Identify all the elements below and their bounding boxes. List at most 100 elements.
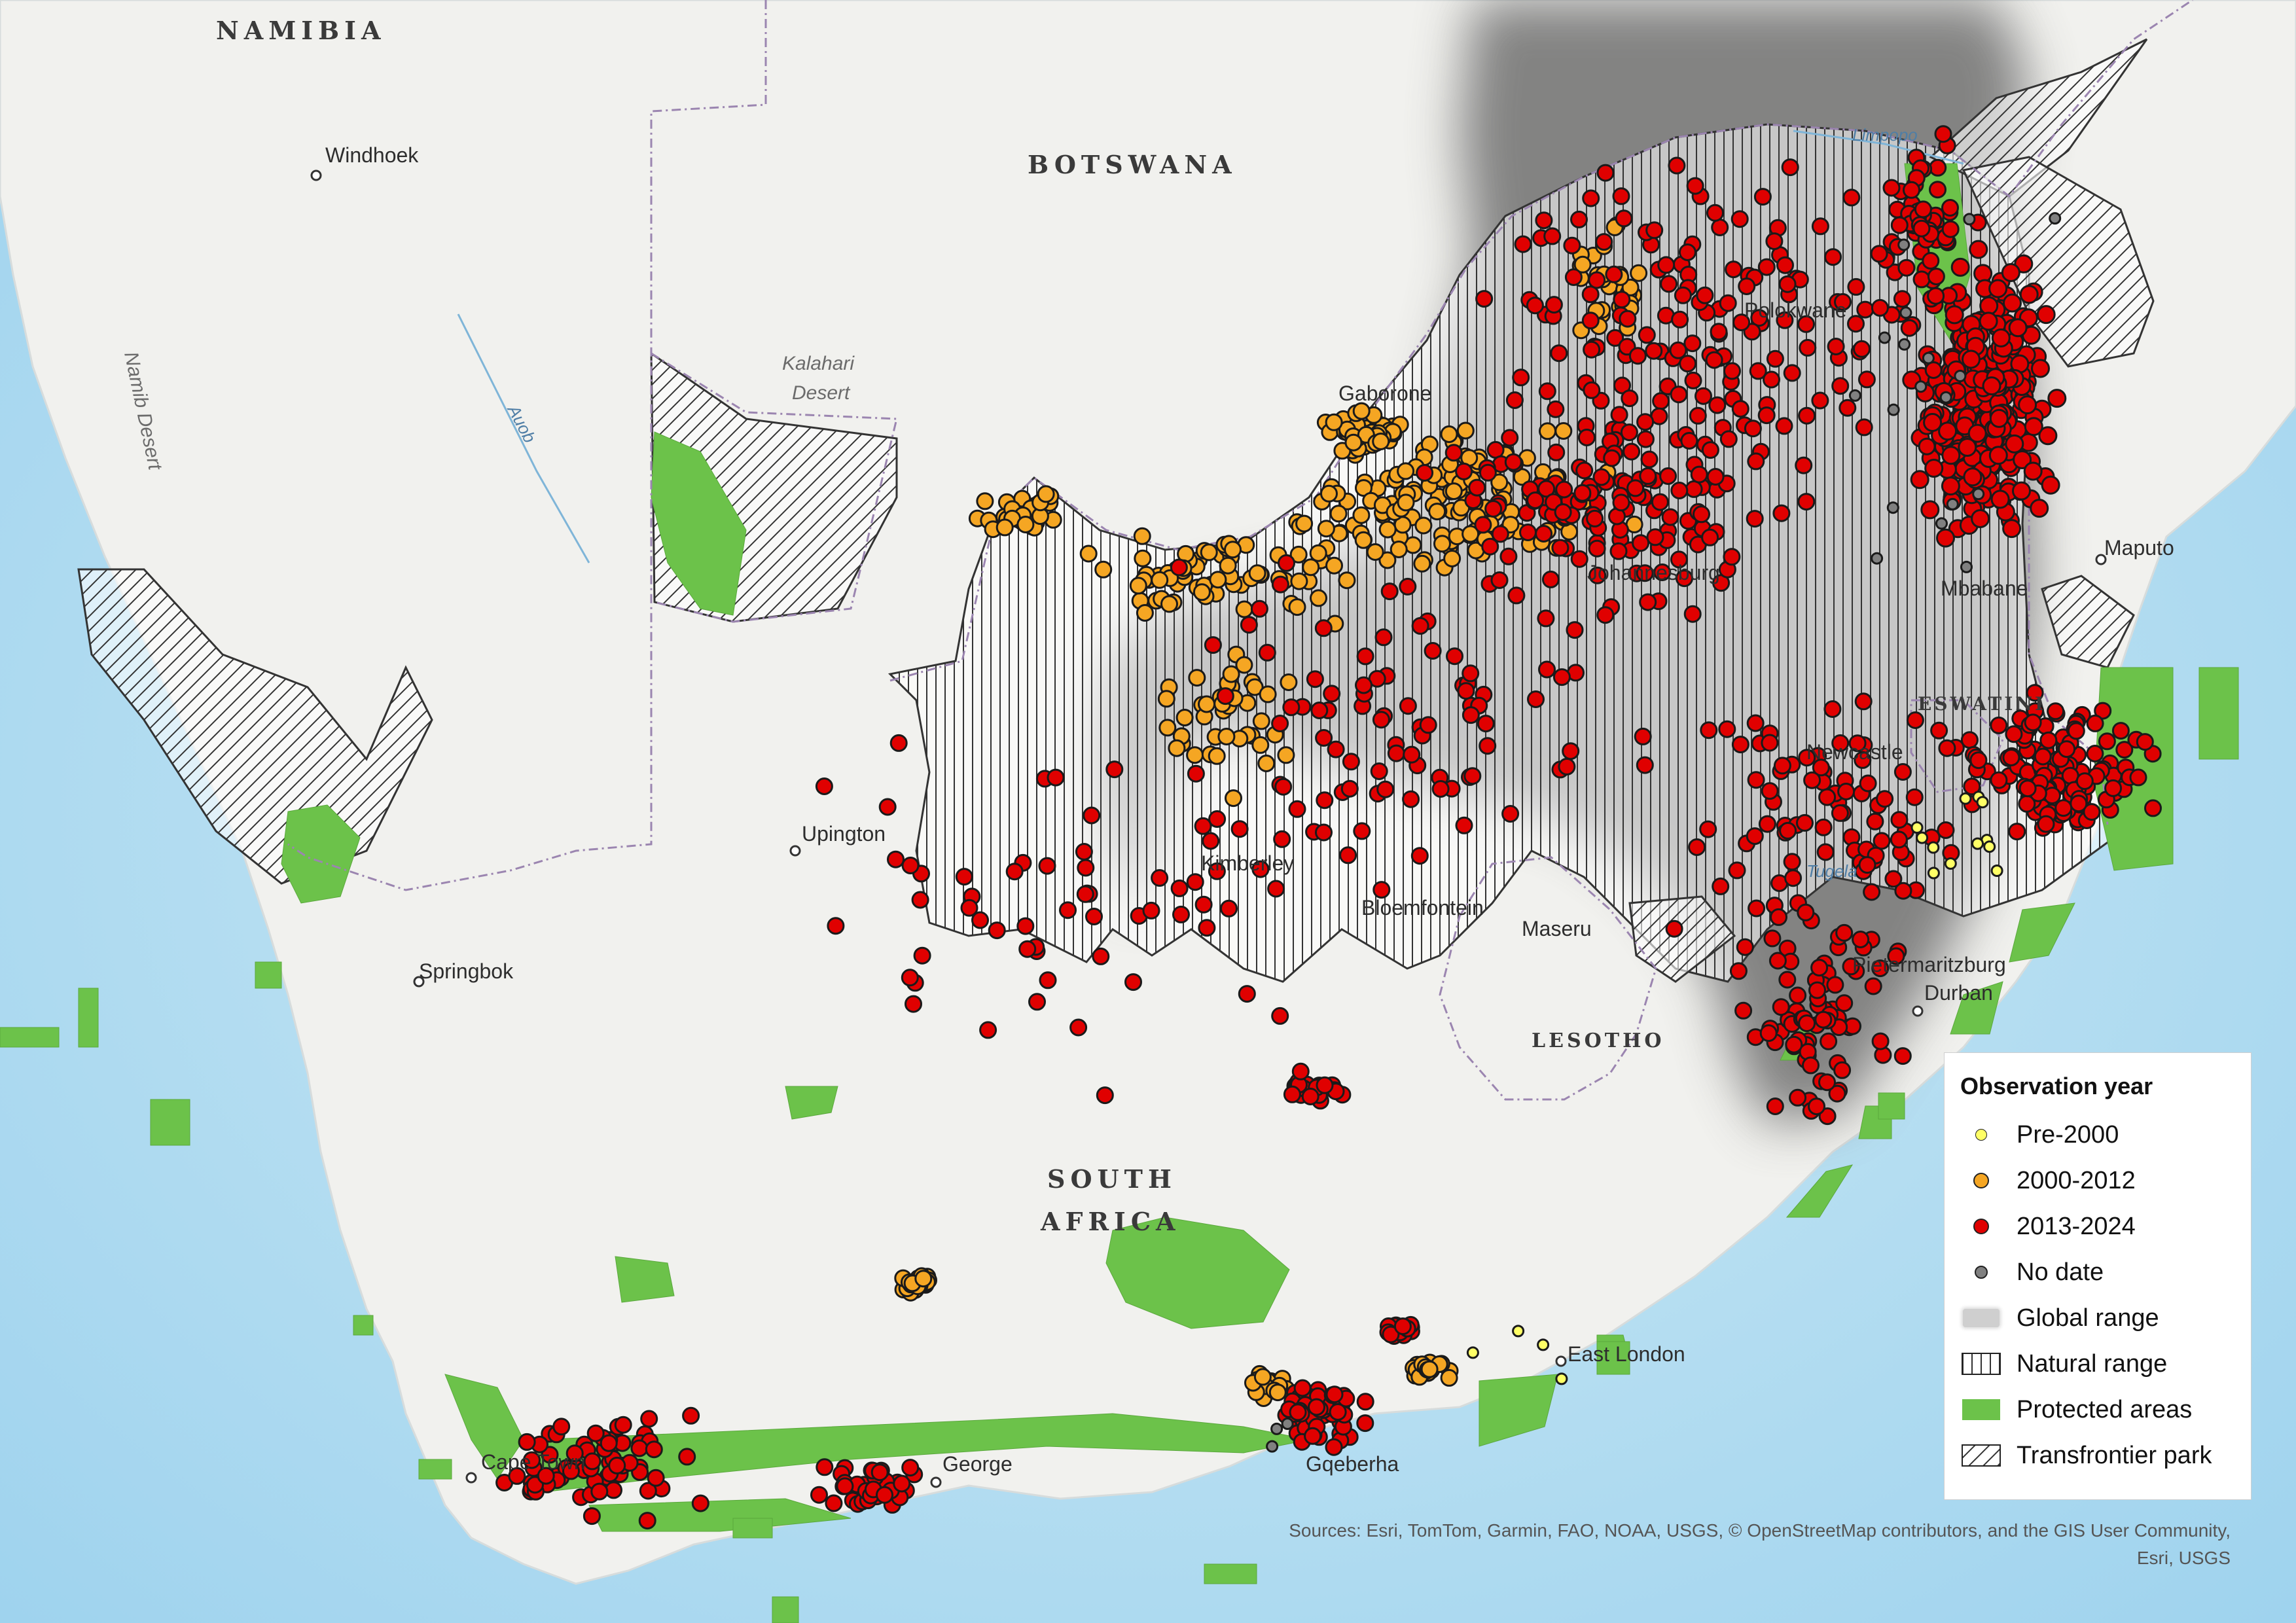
observation-point	[1963, 777, 1981, 796]
observation-point	[2083, 803, 2101, 821]
observation-point	[1316, 791, 1334, 810]
observation-point	[1914, 200, 1932, 219]
observation-point	[1512, 368, 1530, 387]
observation-point	[1816, 843, 1835, 861]
observation-point	[2034, 747, 2052, 766]
observation-point	[1329, 505, 1348, 523]
observation-point	[1927, 287, 1945, 305]
observation-point	[1342, 753, 1360, 771]
observation-point	[1946, 497, 1959, 510]
observation-point	[1096, 1086, 1114, 1105]
protected-areas-symbol	[1960, 1397, 2002, 1423]
observation-point	[1325, 1438, 1343, 1456]
observation-point	[1979, 296, 1999, 315]
observation-point	[552, 1418, 571, 1436]
observation-point	[1314, 619, 1333, 637]
label-limpopo: Limpopo	[1852, 125, 1918, 145]
observation-point	[1474, 516, 1492, 534]
observation-point	[1462, 525, 1480, 543]
observation-point	[1725, 260, 1743, 279]
observation-point	[1857, 370, 1876, 389]
observation-point	[1028, 993, 1046, 1011]
observation-point	[1230, 820, 1249, 838]
legend-transfrontier-park: Transfrontier park	[1960, 1433, 2235, 1478]
observation-point	[1537, 1338, 1550, 1351]
observation-point	[1479, 737, 1497, 755]
observation-point	[1535, 525, 1553, 543]
observation-point	[1273, 830, 1291, 848]
observation-point	[1595, 233, 1613, 251]
observation-point	[1219, 556, 1237, 575]
observation-point	[1772, 504, 1791, 522]
observation-point	[1660, 275, 1678, 293]
observation-point	[2129, 768, 2147, 787]
observation-point	[1746, 827, 1764, 846]
observation-point	[1016, 917, 1035, 935]
label-namibia: NAMIBIA	[216, 16, 386, 45]
observation-point	[1894, 882, 1912, 900]
observation-point	[1251, 736, 1270, 754]
observation-point	[1783, 364, 1801, 382]
observation-point	[2013, 450, 2032, 469]
observation-point	[1847, 315, 1865, 333]
observation-point	[608, 1456, 626, 1474]
observation-point	[2086, 714, 2104, 732]
observation-point	[1356, 1393, 1374, 1411]
label-botswana: BOTSWANA	[1028, 150, 1237, 179]
observation-point	[1810, 959, 1829, 977]
observation-point	[1893, 290, 1911, 308]
observation-point	[1204, 636, 1222, 654]
observation-point	[1916, 831, 1929, 844]
observation-point	[1283, 1085, 1301, 1103]
observation-point	[960, 899, 978, 917]
observation-point	[1129, 577, 1147, 595]
observation-point	[1826, 976, 1844, 994]
observation-point	[1757, 406, 1776, 425]
observation-point	[1586, 509, 1604, 527]
observation-point	[1610, 406, 1628, 424]
observation-point	[1982, 376, 2001, 396]
observation-point	[1929, 181, 1946, 199]
observation-point	[1871, 1032, 1890, 1050]
observation-point	[1443, 550, 1462, 567]
observation-point	[1562, 742, 1580, 760]
observation-point	[901, 969, 919, 987]
observation-point	[1238, 985, 1256, 1003]
observation-point	[1854, 751, 1872, 769]
observation-point	[1327, 740, 1345, 758]
observation-point	[2002, 519, 2022, 539]
observation-point	[1329, 1403, 1347, 1421]
observation-point	[1689, 406, 1707, 425]
observation-point	[1200, 543, 1218, 562]
observation-point	[1979, 312, 1998, 331]
label-africa: AFRICA	[1040, 1207, 1181, 1236]
observation-point	[1547, 400, 1565, 418]
observation-point	[1910, 470, 1929, 490]
observation-point	[810, 1486, 828, 1504]
observation-point	[1455, 462, 1473, 480]
legend-no-date: No date	[1960, 1249, 2235, 1295]
springbok-marker	[413, 976, 425, 988]
observation-point	[1828, 1084, 1846, 1103]
observation-point	[1661, 508, 1679, 526]
observation-point	[1729, 962, 1748, 980]
observation-point	[1859, 774, 1877, 793]
observation-point	[639, 1482, 657, 1500]
observation-point	[1621, 278, 1640, 296]
observation-point	[1924, 459, 1944, 478]
observation-point	[647, 1469, 665, 1487]
legend-2013-2024: 2013-2024	[1960, 1204, 2235, 1249]
observation-point	[638, 1512, 656, 1530]
observation-point	[1339, 846, 1357, 865]
observation-point	[1235, 600, 1253, 618]
observation-point	[1444, 444, 1463, 462]
observation-point	[1941, 476, 1960, 496]
observation-point	[1746, 714, 1765, 732]
observation-point	[1289, 1403, 1307, 1421]
legend-natural-range: Natural range	[1960, 1341, 2235, 1387]
observation-point	[1645, 221, 1664, 240]
label-kimberley: Kimberley	[1201, 851, 1294, 875]
label-george: George	[942, 1452, 1013, 1476]
observation-point	[1983, 840, 1996, 853]
